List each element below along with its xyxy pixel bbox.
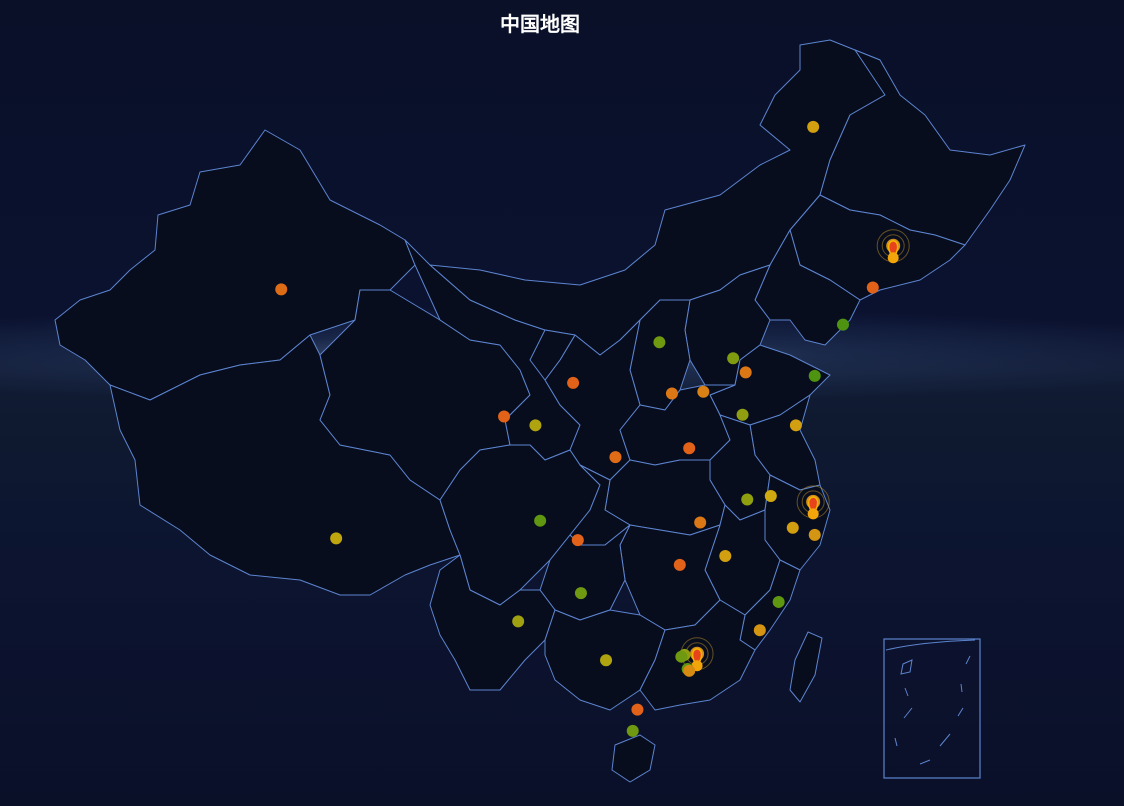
scatter-point[interactable] (753, 624, 766, 637)
scatter-point[interactable] (786, 521, 799, 534)
scatter-point[interactable] (807, 508, 819, 520)
scatter-point[interactable] (609, 451, 622, 464)
scatter-point[interactable] (789, 419, 802, 432)
scatter-point[interactable] (600, 654, 613, 667)
scatter-point[interactable] (683, 664, 696, 677)
scatter-point[interactable] (736, 408, 749, 421)
scatter-layer (275, 120, 899, 737)
province-region[interactable] (529, 329, 576, 381)
scatter-point[interactable] (512, 615, 525, 628)
map-title: 中国地图 (500, 12, 580, 36)
scatter-point[interactable] (772, 595, 785, 608)
scatter-point[interactable] (498, 410, 511, 423)
scatter-point[interactable] (626, 724, 639, 737)
province-layer (54, 39, 1026, 783)
scatter-point[interactable] (727, 352, 740, 365)
scatter-point[interactable] (887, 252, 899, 264)
scatter-point[interactable] (683, 442, 696, 455)
scatter-point[interactable] (836, 318, 849, 331)
scatter-point[interactable] (866, 281, 879, 294)
scatter-point[interactable] (275, 283, 288, 296)
scatter-point[interactable] (567, 376, 580, 389)
scatter-point[interactable] (739, 366, 752, 379)
scatter-point[interactable] (653, 336, 666, 349)
scatter-point[interactable] (808, 528, 821, 541)
province-region[interactable] (789, 631, 823, 703)
scatter-point[interactable] (808, 369, 821, 382)
scatter-point[interactable] (665, 387, 678, 400)
province-region[interactable] (611, 734, 656, 783)
scatter-point[interactable] (631, 703, 644, 716)
scatter-point[interactable] (574, 587, 587, 600)
south-china-sea-inset (883, 638, 981, 779)
scatter-point[interactable] (719, 550, 732, 563)
province-region[interactable] (429, 554, 556, 691)
scatter-point[interactable] (764, 489, 777, 502)
scatter-point[interactable] (675, 650, 688, 663)
scatter-point[interactable] (534, 514, 547, 527)
scatter-point[interactable] (807, 120, 820, 133)
scatter-point[interactable] (694, 516, 707, 529)
scatter-point[interactable] (673, 558, 686, 571)
scatter-point[interactable] (697, 385, 710, 398)
scatter-point[interactable] (330, 532, 343, 545)
scatter-point[interactable] (529, 419, 542, 432)
scatter-point[interactable] (741, 493, 754, 506)
scatter-point[interactable] (571, 534, 584, 547)
